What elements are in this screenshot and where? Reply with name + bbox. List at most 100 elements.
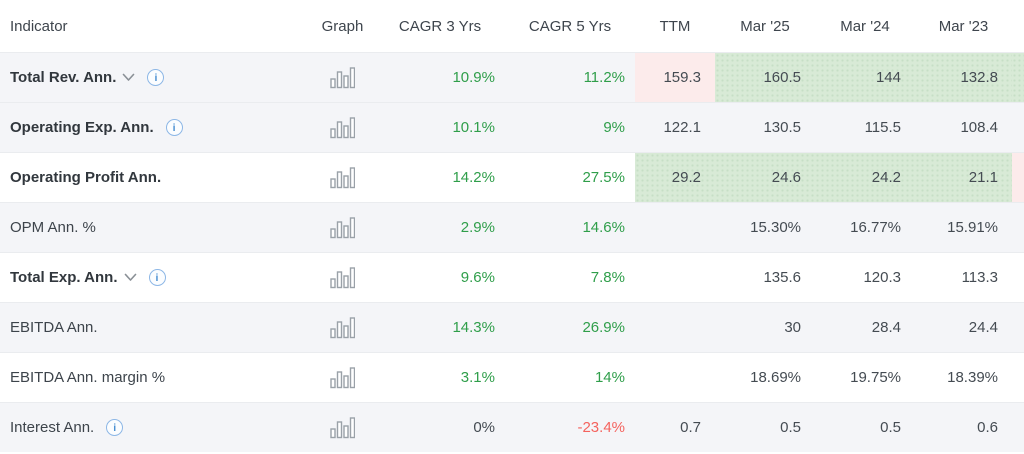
graph-cell bbox=[310, 253, 375, 302]
edge-spacer-cell bbox=[1012, 303, 1024, 352]
mar-24-cell: 115.5 bbox=[864, 119, 901, 136]
table-header-row: Indicator Graph CAGR 3 Yrs CAGR 5 Yrs TT… bbox=[0, 0, 1024, 52]
bar-chart-icon[interactable] bbox=[330, 366, 355, 389]
graph-cell bbox=[310, 353, 375, 402]
cagr-5yrs-cell: 26.9% bbox=[582, 319, 625, 336]
indicator-label[interactable]: OPM Ann. % bbox=[10, 219, 96, 236]
mar-23-cell: 18.39% bbox=[947, 369, 998, 386]
bar-chart-icon[interactable] bbox=[330, 266, 355, 289]
edge-spacer-cell bbox=[1012, 353, 1024, 402]
cagr-3yrs-cell: 2.9% bbox=[460, 219, 495, 236]
cagr-5yrs-cell: 14.6% bbox=[582, 219, 625, 236]
graph-cell bbox=[310, 103, 375, 152]
indicator-label[interactable]: Operating Profit Ann. bbox=[10, 169, 162, 186]
indicator-cell: EBITDA Ann. bbox=[0, 303, 310, 352]
column-header-graph: Graph bbox=[321, 17, 364, 35]
mar-25-cell: 160.5 bbox=[715, 53, 815, 102]
indicator-label[interactable]: Total Rev. Ann. bbox=[10, 69, 117, 86]
table-row: OPM Ann. % 2.9% 14.6% bbox=[0, 202, 1024, 252]
mar-25-cell: 18.69% bbox=[750, 369, 801, 386]
indicator-cell: OPM Ann. % bbox=[0, 203, 310, 252]
edge-spacer-cell bbox=[1012, 253, 1024, 302]
mar-24-cell: 24.2 bbox=[815, 153, 915, 202]
cagr-5yrs-cell: 11.2% bbox=[583, 69, 625, 86]
mar-23-cell: 24.4 bbox=[968, 319, 998, 336]
table-row: Operating Profit Ann. 14.2% bbox=[0, 152, 1024, 202]
edge-spacer-cell bbox=[1012, 203, 1024, 252]
cagr-3yrs-cell: 10.9% bbox=[452, 69, 495, 86]
ttm-cell: 29.2 bbox=[635, 153, 715, 202]
indicator-cell: Interest Ann. i bbox=[0, 403, 310, 452]
indicator-label[interactable]: EBITDA Ann. bbox=[10, 319, 98, 336]
column-header-indicator: Indicator bbox=[10, 17, 68, 35]
chevron-down-icon[interactable] bbox=[124, 273, 137, 282]
bar-chart-icon[interactable] bbox=[330, 416, 355, 439]
cagr-3yrs-cell: 10.1% bbox=[452, 119, 495, 136]
mar-25-cell: 15.30% bbox=[750, 219, 801, 236]
bar-chart-icon[interactable] bbox=[330, 166, 355, 189]
table-row: Interest Ann. i 0% -23.4 bbox=[0, 402, 1024, 452]
info-icon[interactable]: i bbox=[147, 69, 165, 86]
column-header-ttm: TTM bbox=[659, 17, 691, 35]
cagr-3yrs-cell: 14.2% bbox=[452, 169, 495, 186]
cagr-5yrs-cell: 27.5% bbox=[582, 169, 625, 186]
cagr-3yrs-cell: 3.1% bbox=[460, 369, 495, 386]
info-icon[interactable]: i bbox=[106, 419, 124, 436]
bar-chart-icon[interactable] bbox=[330, 116, 355, 139]
ttm-cell: 159.3 bbox=[635, 53, 715, 102]
graph-cell bbox=[310, 53, 375, 102]
info-icon[interactable]: i bbox=[165, 119, 183, 136]
indicator-cell: Total Rev. Ann. i bbox=[0, 53, 310, 102]
graph-cell bbox=[310, 203, 375, 252]
info-icon[interactable]: i bbox=[148, 269, 166, 286]
indicator-label[interactable]: Interest Ann. bbox=[10, 419, 95, 436]
table-row: Total Rev. Ann. i bbox=[0, 52, 1024, 102]
table-row: EBITDA Ann. margin % 3.1% bbox=[0, 352, 1024, 402]
indicator-cell: Total Exp. Ann. i bbox=[0, 253, 310, 302]
column-header-mar-25: Mar '25 bbox=[740, 17, 790, 35]
indicator-label[interactable]: EBITDA Ann. margin % bbox=[10, 369, 166, 386]
graph-cell bbox=[310, 303, 375, 352]
column-header-mar-23: Mar '23 bbox=[938, 17, 989, 35]
ttm-cell bbox=[635, 203, 715, 252]
cagr-5yrs-cell: 9% bbox=[603, 119, 625, 136]
mar-23-cell: 132.8 bbox=[915, 53, 1012, 102]
mar-23-cell: 0.6 bbox=[977, 419, 998, 436]
ttm-cell bbox=[635, 253, 715, 302]
indicator-cell: Operating Exp. Ann. i bbox=[0, 103, 310, 152]
indicator-label[interactable]: Total Exp. Ann. bbox=[10, 269, 118, 286]
mar-24-cell: 120.3 bbox=[863, 269, 901, 286]
indicator-cell: EBITDA Ann. margin % bbox=[0, 353, 310, 402]
bar-chart-icon[interactable] bbox=[330, 316, 355, 339]
column-header-mar-24: Mar '24 bbox=[840, 17, 890, 35]
column-header-cagr-5yrs: CAGR 5 Yrs bbox=[528, 17, 612, 35]
indicator-label[interactable]: Operating Exp. Ann. bbox=[10, 119, 154, 136]
mar-25-cell: 30 bbox=[784, 319, 801, 336]
table-body: Total Rev. Ann. i bbox=[0, 52, 1024, 452]
cagr-3yrs-cell: 0% bbox=[473, 419, 495, 436]
ttm-cell bbox=[635, 353, 715, 402]
graph-cell bbox=[310, 153, 375, 202]
mar-23-cell: 15.91% bbox=[947, 219, 998, 236]
cagr-3yrs-cell: 14.3% bbox=[452, 319, 495, 336]
indicator-cell: Operating Profit Ann. bbox=[0, 153, 310, 202]
mar-25-cell: 0.5 bbox=[780, 419, 801, 436]
graph-cell bbox=[310, 403, 375, 452]
ttm-cell bbox=[635, 303, 715, 352]
mar-25-cell: 130.5 bbox=[763, 119, 801, 136]
column-header-edge-spacer bbox=[1012, 0, 1024, 52]
cagr-5yrs-cell: 14% bbox=[594, 369, 625, 386]
bar-chart-icon[interactable] bbox=[330, 216, 355, 239]
mar-24-cell: 16.77% bbox=[850, 219, 901, 236]
bar-chart-icon[interactable] bbox=[330, 66, 355, 89]
mar-25-cell: 24.6 bbox=[715, 153, 815, 202]
chevron-down-icon[interactable] bbox=[122, 73, 135, 82]
mar-23-cell: 21.1 bbox=[915, 153, 1012, 202]
edge-spacer-cell bbox=[1012, 403, 1024, 452]
cagr-3yrs-cell: 9.6% bbox=[460, 269, 495, 286]
ttm-cell: 122.1 bbox=[663, 119, 701, 136]
mar-24-cell: 144 bbox=[815, 53, 915, 102]
cagr-5yrs-cell: -23.4% bbox=[577, 419, 625, 436]
table-row: Operating Exp. Ann. i 10.1% bbox=[0, 102, 1024, 152]
